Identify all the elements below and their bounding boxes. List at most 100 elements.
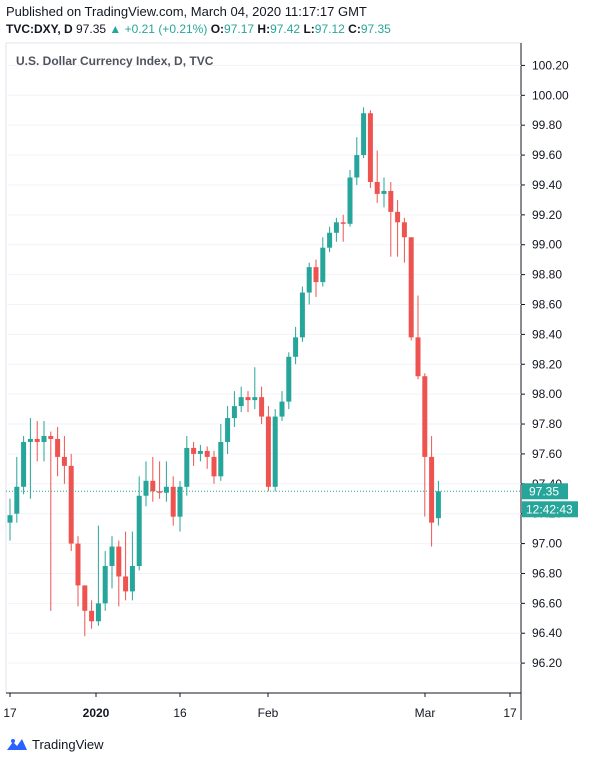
candle: [218, 424, 224, 481]
candle: [184, 435, 190, 496]
candle-body: [293, 337, 299, 357]
candle-body: [7, 515, 13, 523]
y-tick-label: 98.40: [532, 327, 562, 341]
candle-body: [75, 543, 81, 586]
candle-body: [204, 450, 210, 457]
candle-body: [109, 546, 115, 566]
candle: [401, 217, 407, 263]
candle-body: [191, 447, 197, 454]
candle-body: [225, 418, 231, 442]
candle: [395, 199, 401, 257]
candles: [7, 107, 441, 637]
candle: [286, 352, 292, 410]
candle: [61, 435, 67, 484]
candle-body: [231, 406, 237, 419]
published-caption: Published on TradingView.com, March 04, …: [6, 4, 367, 19]
candle-body: [333, 222, 339, 233]
chart-title: U.S. Dollar Currency Index, D, TVC: [16, 54, 214, 68]
open-label: O:: [210, 22, 225, 36]
y-tick-label: 99.80: [532, 118, 562, 132]
candle-body: [41, 435, 47, 442]
y-tick-label: 96.80: [532, 566, 562, 580]
candle-body: [354, 155, 360, 178]
candle: [225, 406, 231, 454]
price-change: ▲ +0.21 (+0.21%): [109, 22, 208, 36]
x-tick-label: 2020: [83, 706, 110, 720]
candle-body: [14, 486, 20, 514]
candle: [259, 386, 265, 425]
candle-body: [136, 495, 142, 566]
candle-body: [381, 190, 387, 194]
symbol-name: TVC:DXY, D: [6, 22, 73, 36]
y-tick-label: 100.00: [532, 88, 569, 102]
candle-body: [197, 450, 203, 454]
y-tick-label: 98.60: [532, 297, 562, 311]
candle-body: [123, 576, 129, 592]
candle-body: [327, 232, 333, 248]
candle: [102, 551, 108, 611]
candle: [89, 600, 95, 629]
candle: [361, 107, 367, 159]
candle: [109, 536, 115, 589]
candle: [299, 286, 305, 342]
candle: [55, 427, 61, 477]
candle: [21, 435, 27, 495]
candle-body: [306, 267, 312, 293]
candle-body: [27, 438, 33, 442]
candle: [265, 406, 271, 492]
candle: [157, 461, 163, 499]
countdown-label: 12:42:43: [526, 502, 573, 516]
candle-body: [177, 486, 183, 517]
candle: [95, 525, 101, 626]
candle-body: [184, 447, 190, 487]
candle: [435, 480, 441, 526]
grid: [6, 64, 521, 664]
candle: [313, 259, 319, 298]
candle-body: [361, 113, 367, 156]
candle: [68, 453, 74, 552]
candle-body: [252, 397, 258, 401]
candle-body: [429, 456, 435, 523]
candle-body: [408, 237, 414, 338]
low-value: 97.12: [314, 22, 345, 36]
candle-body: [259, 397, 265, 417]
close-value: 97.35: [360, 22, 391, 36]
x-tick-label: Feb: [258, 706, 279, 720]
candle: [245, 391, 251, 413]
candle: [333, 217, 339, 242]
candle: [204, 446, 210, 469]
candle-body: [150, 480, 156, 492]
y-tick-label: 97.80: [532, 417, 562, 431]
last-price-tag-label: 97.35: [529, 484, 559, 498]
candle-body: [55, 438, 61, 457]
time-axis: 17 2020 16 Feb Mar 17: [3, 693, 517, 720]
candle-body: [68, 465, 74, 544]
y-tick-label: 98.00: [532, 387, 562, 401]
candle-body: [211, 456, 217, 477]
candle-body: [61, 456, 67, 466]
candle: [136, 476, 142, 571]
candle-body: [347, 177, 353, 224]
candle-body: [435, 491, 441, 519]
candle-body: [218, 441, 224, 477]
candle: [408, 237, 414, 341]
y-tick-label: 99.60: [532, 148, 562, 162]
candle-body: [395, 211, 401, 223]
candle: [41, 421, 47, 462]
candle: [27, 418, 33, 499]
candle: [279, 391, 285, 422]
candle: [7, 498, 13, 541]
tradingview-logo[interactable]: TradingView: [6, 734, 104, 754]
candle: [75, 536, 81, 607]
candle: [327, 226, 333, 253]
high-value: 97.42: [270, 22, 301, 36]
candle: [354, 137, 360, 185]
candle-body: [265, 416, 271, 487]
candle: [367, 110, 373, 188]
candle: [306, 262, 312, 305]
candle-body: [299, 292, 305, 338]
y-tick-label: 96.40: [532, 626, 562, 640]
candle-body: [286, 356, 292, 402]
candle: [129, 531, 135, 601]
